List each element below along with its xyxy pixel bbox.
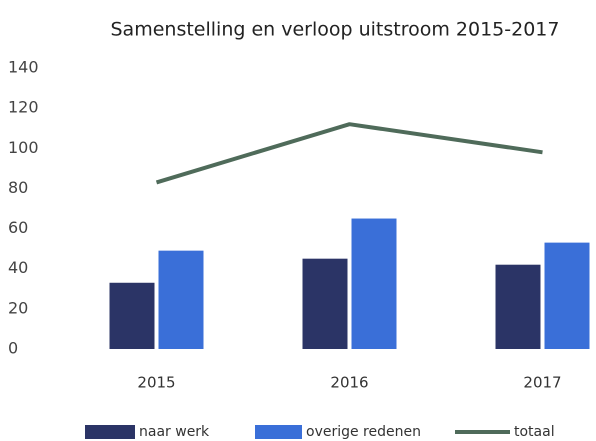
y-tick-label: 120 [8,98,39,117]
y-tick-label: 20 [8,298,28,317]
bar [302,258,348,349]
y-tick-label: 100 [8,138,39,157]
legend-swatch [255,425,302,439]
bar [495,264,541,349]
x-tick-label: 2017 [523,374,561,392]
y-tick-label: 40 [8,258,28,277]
legend-label: naar werk [139,424,210,440]
legend-swatch [85,425,135,439]
bar [109,282,155,349]
y-tick-label: 60 [8,218,28,237]
x-tick-label: 2016 [330,374,368,392]
y-tick-label: 0 [8,339,18,358]
legend-label: overige redenen [306,424,421,440]
bar [158,250,204,349]
y-tick-label: 140 [8,58,39,77]
bar [351,218,397,349]
y-tick-label: 80 [8,178,28,197]
bar [544,242,590,349]
legend-label: totaal [514,424,555,440]
chart-title: Samenstelling en verloop uitstroom 2015-… [111,19,560,41]
x-tick-label: 2015 [137,374,175,392]
line [155,122,543,185]
